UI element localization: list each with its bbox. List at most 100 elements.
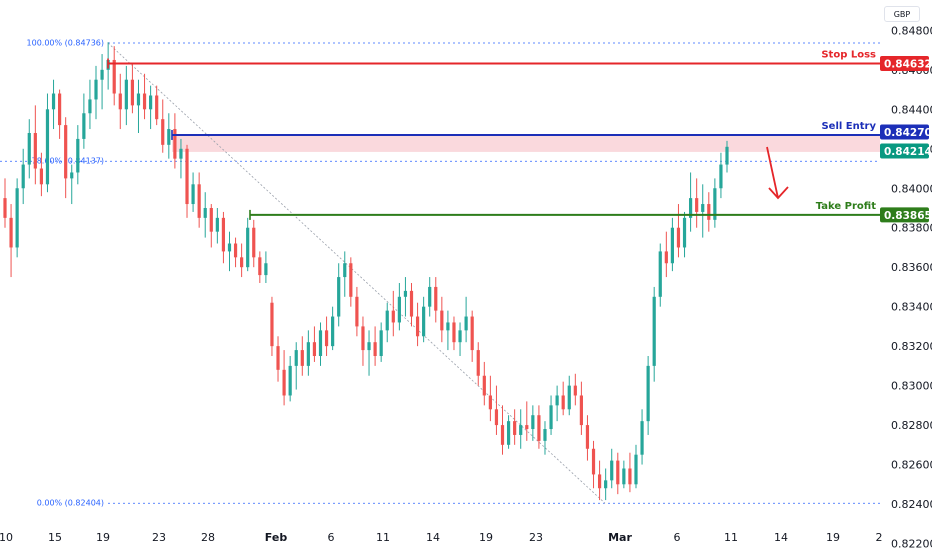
currency-badge[interactable]: GBP (884, 6, 920, 22)
candle-body (233, 243, 238, 258)
candle-body (270, 302, 274, 347)
candle-body (221, 217, 226, 252)
candle-body (88, 99, 92, 114)
candle-body (161, 119, 165, 145)
price-tick-label: 0.82200 (891, 538, 932, 550)
candle-body (500, 425, 505, 445)
candle-body (185, 148, 189, 205)
candle-body (264, 263, 268, 276)
candle-body (379, 330, 383, 357)
time-tick-label: Mar (608, 531, 632, 544)
candle-body (561, 395, 565, 410)
candle-body (112, 59, 116, 94)
candle-body (21, 164, 25, 189)
candle-body (701, 204, 705, 212)
level-layer: Stop Loss Sell Entry Take Profit (107, 50, 880, 220)
current-price-price-tag (880, 143, 929, 159)
current-price-price-tag-text: 0.84214 (884, 146, 932, 158)
candle-body (155, 95, 159, 120)
candle-body (240, 257, 244, 268)
candle-body (688, 198, 693, 218)
candle-body (543, 429, 547, 441)
candle-body (646, 365, 650, 422)
candle-body (555, 395, 559, 406)
candle-body (324, 330, 329, 347)
trend-line (107, 42, 606, 504)
candle-body (349, 263, 353, 297)
candle-body (440, 310, 444, 331)
price-tick-label: 0.83000 (891, 380, 932, 393)
candle-body (452, 322, 456, 343)
time-tick-label: 6 (328, 531, 335, 544)
take-profit-price-tag (880, 207, 929, 223)
price-axis[interactable]: 0.848000.846000.844000.842000.840000.838… (891, 24, 932, 550)
candle-body (124, 79, 128, 110)
stop-loss-label: Stop Loss (821, 50, 876, 61)
candle-body (428, 286, 432, 307)
fibonacci-layer: 100.00% (0.84736) 78.60% (0.84137) 0.00% (… (0, 38, 880, 508)
candle-body (707, 204, 711, 220)
candle-body (197, 184, 201, 218)
candle-body (531, 415, 535, 430)
candle-body (82, 113, 86, 139)
candle-body (403, 290, 408, 297)
candle-body (203, 207, 207, 218)
candle-body (397, 296, 401, 323)
candle-body (337, 277, 341, 317)
candle-body (258, 257, 262, 276)
candle-body (367, 342, 371, 351)
candle-body (422, 306, 426, 337)
candle-body (494, 409, 499, 426)
candle-body (415, 316, 420, 337)
candle-body (725, 146, 729, 165)
candle-body (622, 468, 626, 485)
candle-body (664, 251, 668, 264)
candle-body (3, 198, 7, 218)
candle-body (519, 425, 523, 435)
candle-body (597, 474, 602, 489)
price-tick-label: 0.84400 (891, 103, 932, 116)
time-tick-label: 19 (826, 531, 840, 544)
candle-body (391, 310, 395, 323)
candle-body (409, 290, 414, 317)
candle-body (331, 316, 335, 347)
candle-body (282, 369, 286, 396)
projection-arrow (766, 146, 789, 200)
currency-label: GBP (893, 9, 911, 19)
time-tick-label: 11 (376, 531, 390, 544)
time-axis[interactable]: 10 15 19 23 28 Feb 6 11 14 19 23 Mar 6 11 14 19 2 (0, 531, 883, 544)
candle-body (579, 395, 583, 426)
candle-body (525, 425, 529, 430)
candle-layer (3, 42, 729, 501)
candle-body (361, 326, 365, 351)
candle-body (136, 93, 141, 106)
time-tick-label: Feb (265, 531, 288, 544)
candle-body (246, 227, 250, 268)
candle-body (506, 421, 511, 445)
candle-body (585, 425, 590, 449)
candle-body (9, 217, 13, 248)
price-tick-label: 0.82600 (891, 459, 932, 472)
candle-body (682, 217, 687, 248)
candle-body (76, 138, 80, 173)
candle-body (482, 375, 486, 396)
candle-body (385, 310, 389, 331)
candle-body (33, 132, 37, 169)
sell-entry-price-tag-text: 0.84270 (884, 127, 932, 139)
fib-level-label: 0.00% (0.82404) (37, 499, 104, 508)
candle-body (173, 129, 177, 159)
price-tick-label: 0.82800 (891, 419, 932, 432)
candle-body (343, 263, 347, 278)
candle-body (167, 129, 171, 145)
price-tick-label: 0.83200 (891, 340, 932, 353)
candle-body (94, 79, 98, 100)
candle-body (458, 330, 462, 343)
take-profit-price-tag-text: 0.83865 (884, 210, 932, 222)
sell-entry-price-tag (880, 124, 929, 140)
stop-loss-price-tag (880, 56, 929, 72)
fib-level-label: 78.60% (0.84137) (32, 157, 104, 166)
candle-body (51, 93, 56, 110)
candle-body (58, 93, 62, 126)
candle-body (294, 350, 298, 366)
